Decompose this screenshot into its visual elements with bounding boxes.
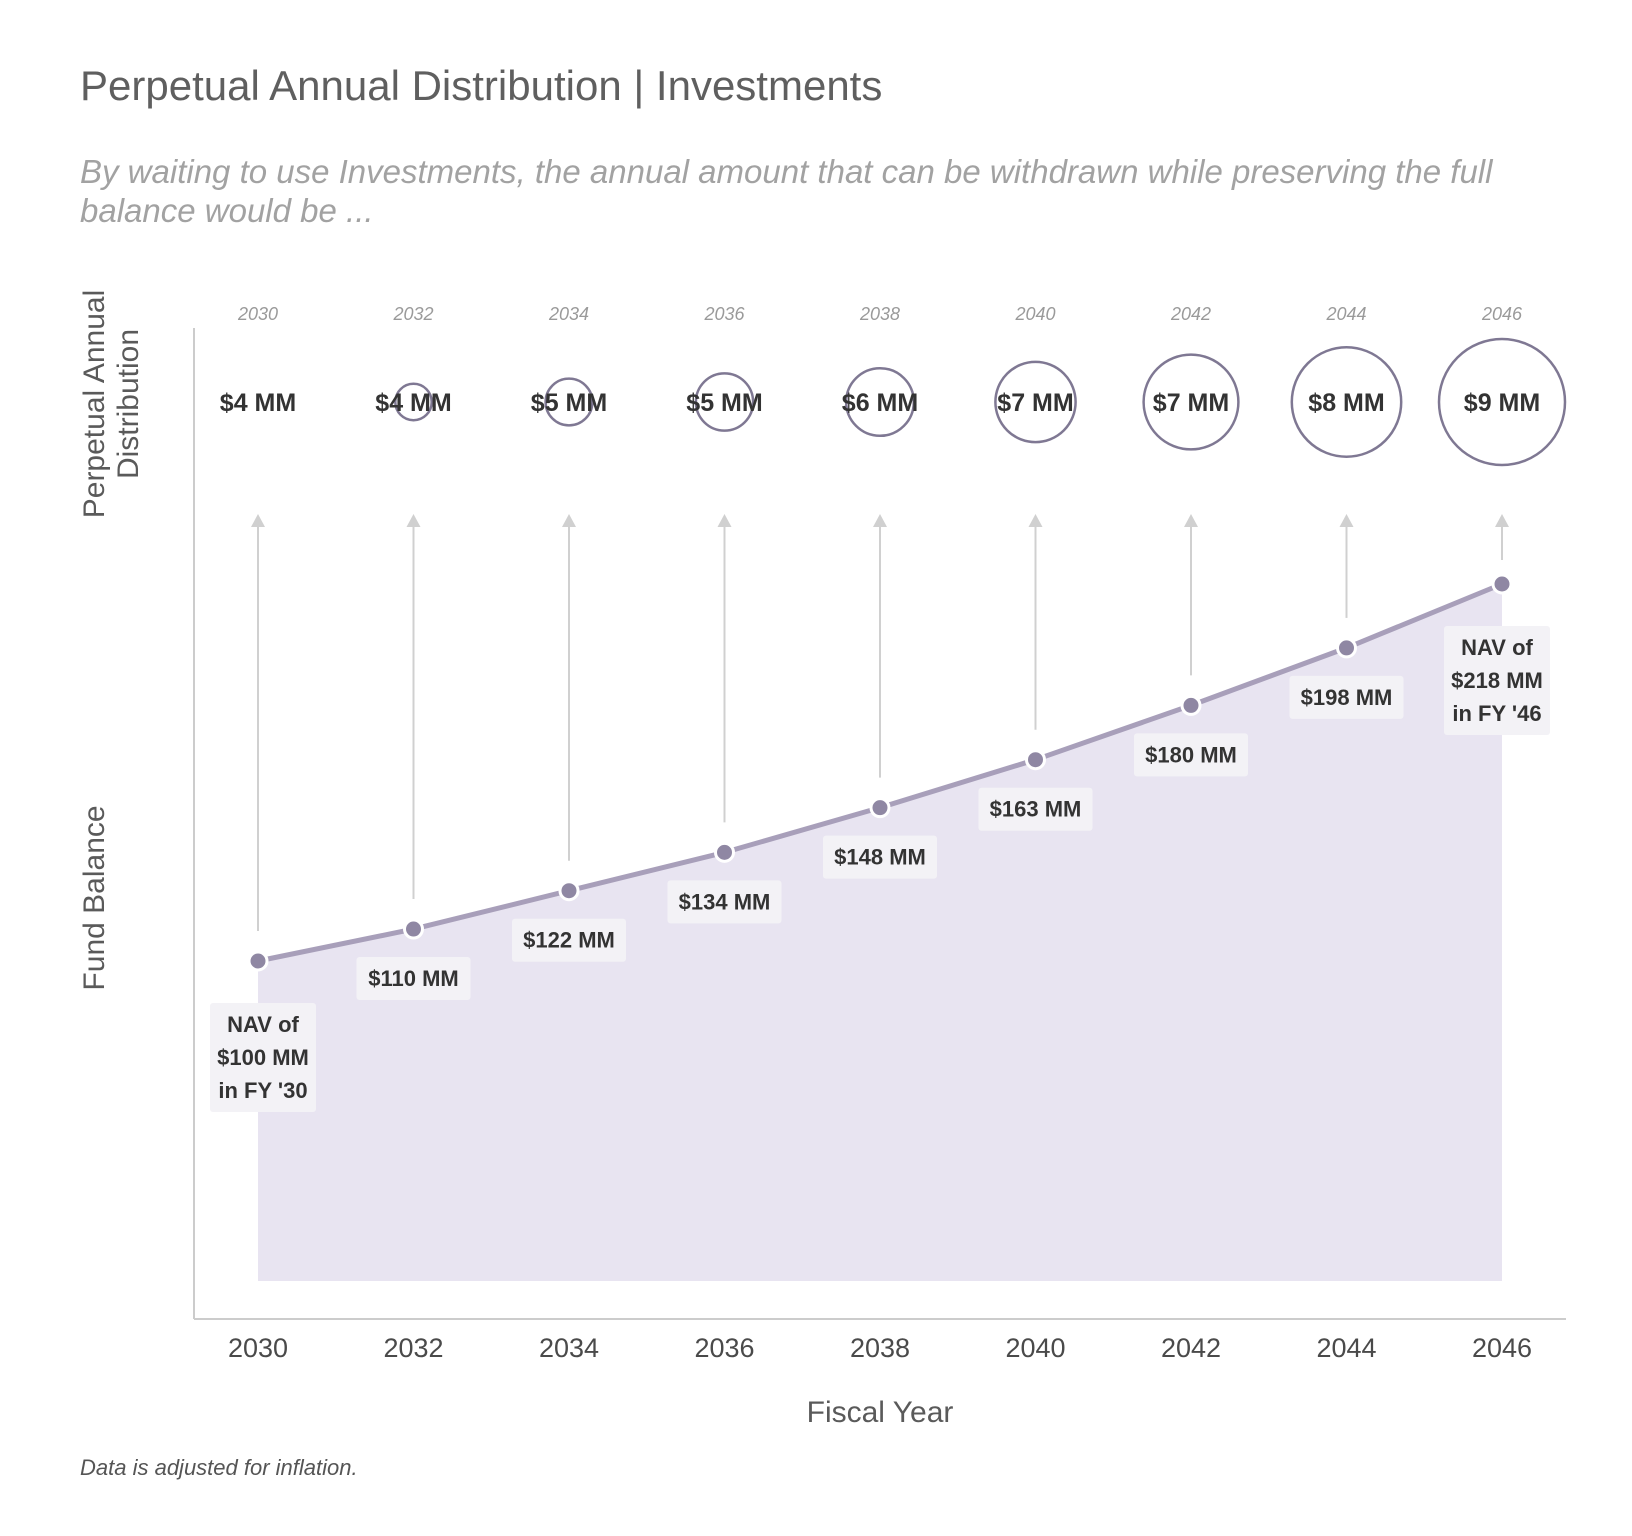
top-year-label: 2034 — [548, 304, 589, 324]
balance-label-bg — [210, 1003, 316, 1112]
line-layer — [247, 573, 1513, 972]
fund-balance-point — [1491, 573, 1513, 595]
fund-balance-point — [247, 950, 269, 972]
balance-label-line: $218 MM — [1451, 668, 1543, 693]
balance-label: $122 MM — [523, 928, 615, 953]
top-year-label: 2040 — [1014, 304, 1055, 324]
top-year-label: 2036 — [703, 304, 745, 324]
distribution-circle — [394, 382, 433, 422]
arrows-layer — [251, 514, 1509, 931]
fund-balance-point — [558, 880, 580, 902]
balance-label-bg — [823, 835, 937, 879]
balance-label-line: NAV of — [1461, 635, 1533, 660]
distribution-label: $5 MM — [531, 389, 607, 417]
axes-layer — [193, 328, 1566, 1320]
balance-label-line: $110 MM — [368, 966, 459, 991]
fund-balance-point — [403, 918, 424, 940]
x-tick-label: 2036 — [694, 1333, 754, 1363]
balance-label-bg — [1444, 626, 1550, 735]
fund-balance-point — [869, 797, 891, 819]
y-axis-title-top-line: Distribution — [112, 329, 145, 479]
y-axis-title-bottom: Fund Balance — [78, 805, 111, 990]
x-tick-label: 2034 — [539, 1333, 599, 1363]
distribution-circle — [694, 372, 755, 432]
distribution-label: $4 MM — [220, 389, 296, 417]
arrow-head — [717, 514, 732, 527]
balance-label-line: $148 MM — [834, 845, 926, 870]
distribution-label: $9 MM — [1464, 389, 1540, 417]
balance-label-line: $198 MM — [1301, 685, 1393, 710]
x-axis-title: Fiscal Year — [807, 1396, 954, 1429]
balance-label: $180 MM — [1145, 742, 1237, 767]
arrow-head — [1184, 514, 1198, 527]
balance-label-bg — [978, 787, 1093, 831]
chart-title: Perpetual Annual Distribution | Investme… — [80, 62, 883, 109]
balance-label-line: $122 MM — [523, 928, 615, 953]
arrow-head — [562, 514, 576, 527]
balance-label-line: NAV of — [227, 1012, 299, 1037]
distribution-circle — [1142, 353, 1240, 451]
distribution-circle — [1437, 337, 1567, 467]
chart-footnote: Data is adjusted for inflation. — [80, 1455, 358, 1480]
arrow-head — [873, 514, 887, 527]
balance-label: $134 MM — [679, 889, 771, 914]
x-tick-label: 2042 — [1161, 1333, 1221, 1363]
balance-label-bg — [356, 957, 471, 1001]
balance-label-bg — [1289, 675, 1404, 719]
balance-label-line: $134 MM — [679, 889, 771, 914]
y-axis-title-top-line: Perpetual Annual — [78, 290, 111, 519]
fund-balance-point — [714, 841, 735, 863]
arrow-head — [406, 514, 421, 527]
arrow-head — [1495, 514, 1509, 527]
distribution-label: $5 MM — [686, 389, 762, 417]
top-year-label: 2046 — [1481, 304, 1523, 324]
x-tick-label: 2032 — [383, 1333, 443, 1363]
top-year-label: 2042 — [1170, 304, 1211, 324]
distribution-circle — [994, 360, 1077, 444]
top-year-label: 2038 — [859, 304, 900, 324]
balance-label: $163 MM — [990, 797, 1082, 822]
arrow-head — [251, 514, 265, 527]
fund-balance-point — [1025, 749, 1046, 771]
distribution-circles-layer — [394, 337, 1567, 467]
chart-subtitle: By waiting to use Investments, the annua… — [80, 153, 1493, 229]
balance-label: NAV of $218 MM in FY '46 — [1451, 635, 1543, 726]
x-tick-label: 2044 — [1316, 1333, 1376, 1363]
x-tick-label: 2040 — [1005, 1333, 1065, 1363]
x-tick-label: 2030 — [228, 1333, 288, 1363]
top-year-label: 2044 — [1325, 304, 1366, 324]
labels-layer: 2030 2032 2034 2036 2038 2040 2042 2044 2046 2030… — [78, 290, 1550, 1429]
y-axis-title-top: Perpetual AnnualDistribution — [78, 290, 145, 519]
balance-label: $198 MM — [1301, 685, 1393, 710]
x-tick-label: 2038 — [850, 1333, 910, 1363]
balance-label-line: $100 MM — [217, 1045, 309, 1070]
top-year-label: 2032 — [392, 304, 433, 324]
arrow-head — [1339, 514, 1354, 527]
balance-label-line: in FY '30 — [218, 1078, 307, 1103]
distribution-label: $6 MM — [842, 389, 918, 417]
distribution-label: $7 MM — [1153, 389, 1229, 417]
balance-label-bg — [667, 880, 782, 924]
balance-label-line: $163 MM — [990, 797, 1082, 822]
balance-label-bg — [512, 918, 626, 962]
distribution-circle — [1290, 346, 1403, 458]
distribution-circle — [844, 366, 916, 438]
distribution-label: $8 MM — [1308, 389, 1384, 417]
fund-balance-point — [1336, 637, 1357, 659]
balance-label-line: in FY '46 — [1452, 701, 1541, 726]
balance-label-line: $180 MM — [1145, 742, 1237, 767]
balance-label: NAV of $100 MM in FY '30 — [217, 1012, 309, 1103]
x-tick-label: 2046 — [1472, 1333, 1532, 1363]
balance-label-bg — [1134, 733, 1248, 777]
balance-label: $110 MM — [368, 966, 459, 991]
distribution-label: $4 MM — [375, 389, 451, 417]
distribution-label: $7 MM — [997, 389, 1073, 417]
arrow-head — [1028, 514, 1043, 527]
balance-label: $148 MM — [834, 845, 926, 870]
distribution-circle — [544, 377, 594, 427]
fund-balance-point — [1180, 694, 1202, 716]
top-year-label: 2030 — [237, 304, 278, 324]
